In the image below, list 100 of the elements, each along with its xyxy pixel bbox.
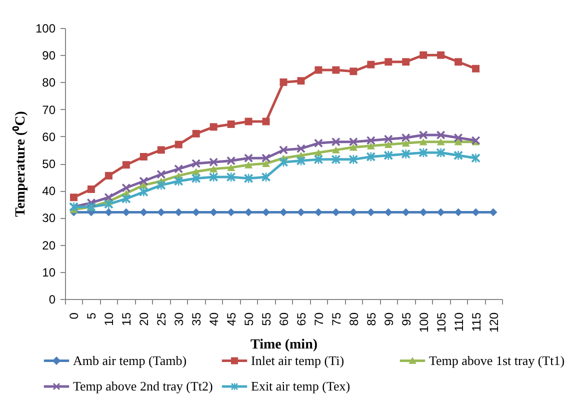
- y-tick-label: 70: [42, 102, 56, 117]
- point: [174, 140, 182, 148]
- point: [262, 118, 270, 126]
- point: [402, 58, 410, 66]
- y-tick-label: 90: [42, 48, 56, 63]
- point: [122, 184, 130, 192]
- y-tick-label: 50: [42, 157, 56, 171]
- point: [402, 140, 410, 147]
- x-tick-label: 60: [277, 312, 291, 326]
- point: [244, 118, 252, 126]
- x-tick-label: 85: [364, 312, 378, 326]
- point: [70, 194, 78, 202]
- x-tick-label: 15: [120, 312, 134, 326]
- point: [454, 58, 462, 66]
- point: [244, 161, 253, 168]
- y-tick-label: 60: [42, 130, 56, 144]
- x-tick-label: 55: [260, 312, 274, 326]
- legend-label: Temp above 1st tray (Tt1): [429, 352, 565, 368]
- point: [227, 120, 235, 128]
- point: [226, 156, 236, 166]
- point: [437, 51, 445, 59]
- point: [210, 165, 218, 172]
- point: [104, 172, 112, 180]
- point: [420, 51, 428, 59]
- x-tick-label: 20: [137, 312, 152, 326]
- x-tick-label: 40: [207, 312, 222, 326]
- point: [367, 60, 375, 68]
- y-axis-title: Temperature (⁰C): [11, 110, 28, 217]
- point: [279, 146, 288, 154]
- y-tick-label: 10: [42, 265, 56, 280]
- point: [418, 148, 428, 158]
- point: [419, 130, 428, 140]
- x-axis-title: Time (min): [250, 338, 318, 353]
- point: [366, 136, 376, 145]
- point: [436, 138, 445, 146]
- point: [332, 138, 340, 146]
- point: [122, 161, 130, 169]
- x-tick-label: 120: [486, 312, 501, 333]
- x-tick-label: 80: [346, 312, 361, 326]
- point: [332, 146, 340, 154]
- point: [296, 144, 306, 153]
- point: [139, 187, 148, 196]
- x-tick-label: 90: [382, 312, 396, 326]
- point: [174, 164, 183, 174]
- x-tick-label: 75: [329, 312, 344, 326]
- x-tick-label: 105: [434, 312, 448, 333]
- x-tick-label: 110: [452, 312, 466, 332]
- point: [104, 200, 114, 209]
- y-tick-label: 30: [42, 211, 56, 226]
- x-tick-label: 65: [294, 312, 308, 326]
- point: [280, 208, 288, 216]
- point: [192, 174, 201, 183]
- point: [157, 146, 165, 154]
- x-tick-label: 10: [102, 312, 116, 326]
- x-tick-label: 115: [469, 312, 484, 332]
- legend-label: Temp above 2nd tray (Tt2): [73, 378, 213, 394]
- y-tick-label: 100: [35, 22, 56, 36]
- y-tick-label: 40: [42, 184, 56, 198]
- y-tick-label: 20: [42, 238, 56, 252]
- point: [384, 58, 392, 66]
- point: [436, 148, 446, 158]
- point: [384, 150, 393, 160]
- x-tick-label: 30: [172, 312, 186, 326]
- point: [296, 156, 306, 166]
- point: [401, 150, 410, 158]
- point: [140, 152, 148, 160]
- point: [262, 154, 270, 162]
- x-tick-label: 95: [399, 312, 414, 326]
- point: [436, 130, 446, 140]
- point: [384, 134, 393, 144]
- x-tick-label: 25: [154, 312, 169, 326]
- point: [314, 138, 323, 148]
- legend-label: Exit air temp (Tex): [251, 378, 350, 394]
- x-tick-label: 45: [224, 312, 239, 326]
- y-tick-label: 0: [48, 292, 56, 306]
- point: [244, 154, 253, 162]
- point: [156, 170, 166, 179]
- point: [472, 64, 480, 72]
- point: [314, 66, 322, 74]
- point: [402, 134, 410, 142]
- point: [280, 78, 288, 86]
- x-tick-label: 5: [84, 312, 99, 320]
- point: [262, 160, 270, 167]
- point: [454, 150, 463, 160]
- x-tick-label: 70: [312, 312, 326, 326]
- point: [192, 159, 200, 168]
- x-tick-label: 100: [416, 312, 431, 333]
- point: [332, 66, 340, 74]
- point: [139, 176, 148, 186]
- point: [349, 138, 358, 146]
- legend-label: Amb air temp (Tamb): [73, 352, 187, 368]
- point: [454, 134, 463, 142]
- legend-label: Inlet air temp (Ti): [251, 352, 344, 368]
- x-tick-label: 0: [67, 312, 82, 320]
- point: [297, 77, 305, 85]
- point: [419, 138, 428, 146]
- point: [104, 193, 113, 202]
- point: [156, 180, 166, 190]
- point: [349, 144, 358, 151]
- point: [210, 123, 218, 131]
